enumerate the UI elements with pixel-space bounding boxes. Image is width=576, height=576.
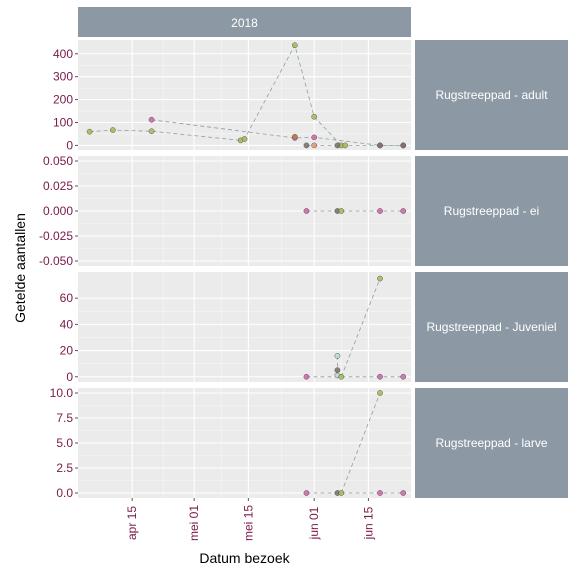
y-tick-label: 10.0 [50, 386, 74, 400]
data-point [338, 490, 345, 496]
data-point [303, 373, 310, 380]
data-point [338, 373, 345, 380]
data-point [291, 133, 298, 140]
facet-column-strip [78, 7, 411, 37]
facet-row-strip [415, 272, 568, 382]
data-point [377, 390, 383, 396]
data-point [334, 367, 341, 374]
y-tick-label: 0 [66, 370, 73, 384]
y-tick-label: -0.025 [39, 229, 73, 243]
facet-row-label: Rugstreeppad - Juveniel [426, 320, 556, 334]
facet-row-strip [415, 388, 568, 498]
y-tick-label: -0.050 [39, 254, 73, 268]
data-point [334, 352, 341, 359]
facet-column-label: 2018 [231, 16, 258, 30]
data-point [86, 128, 93, 135]
facet-row-label: Rugstreeppad - ei [444, 204, 539, 218]
y-tick-label: 5.0 [56, 436, 73, 450]
y-tick-label: 0.025 [43, 179, 73, 193]
facet-row-label: Rugstreeppad - larve [435, 436, 547, 450]
data-point [311, 113, 318, 120]
x-tick-label: apr 15 [125, 506, 139, 540]
y-tick-label: 300 [53, 70, 73, 84]
facet-row-strip [415, 156, 568, 266]
y-tick-label: 20 [60, 344, 74, 358]
series-line [340, 278, 381, 377]
y-tick-label: 0.050 [43, 154, 73, 168]
data-point [334, 142, 341, 149]
data-point [377, 490, 383, 496]
y-tick-label: 40 [60, 317, 74, 331]
data-point [311, 142, 318, 149]
panel-background [78, 40, 411, 150]
y-tick-label: 7.5 [56, 411, 73, 425]
y-tick-label: 400 [53, 47, 73, 61]
data-point [377, 208, 383, 214]
x-tick-label: mei 01 [187, 505, 201, 541]
y-tick-label: 0.0 [56, 486, 73, 500]
facet-row-label: Rugstreeppad - adult [435, 88, 548, 102]
data-point [303, 490, 310, 496]
facet-row-strip [415, 40, 568, 150]
data-point [109, 127, 116, 133]
y-tick-label: 0 [66, 138, 73, 152]
y-axis-title: Getelde aantallen [12, 213, 28, 323]
data-point [377, 142, 383, 149]
x-tick-label: jun 15 [361, 506, 375, 540]
x-axis-title: Datum bezoek [199, 550, 290, 566]
y-tick-label: 200 [53, 93, 73, 107]
x-tick-label: mei 15 [241, 505, 255, 541]
data-point [377, 275, 383, 282]
panel-background [78, 272, 411, 382]
data-point [400, 142, 407, 149]
data-point [338, 208, 345, 214]
data-point [241, 136, 248, 142]
y-tick-label: 100 [53, 116, 73, 130]
y-tick-label: 2.5 [56, 461, 73, 475]
data-point [400, 373, 407, 380]
data-point [400, 208, 407, 214]
data-point [311, 134, 318, 141]
data-point [303, 142, 310, 149]
data-point [400, 490, 407, 496]
data-point [342, 142, 349, 149]
x-tick-label: jun 01 [307, 506, 321, 540]
series-line [340, 392, 381, 494]
data-point [377, 373, 383, 380]
data-point [148, 116, 155, 123]
y-tick-label: 0.000 [43, 204, 73, 218]
data-point [303, 208, 310, 214]
y-tick-label: 60 [60, 291, 74, 305]
data-point [291, 42, 298, 49]
data-point [148, 128, 155, 135]
